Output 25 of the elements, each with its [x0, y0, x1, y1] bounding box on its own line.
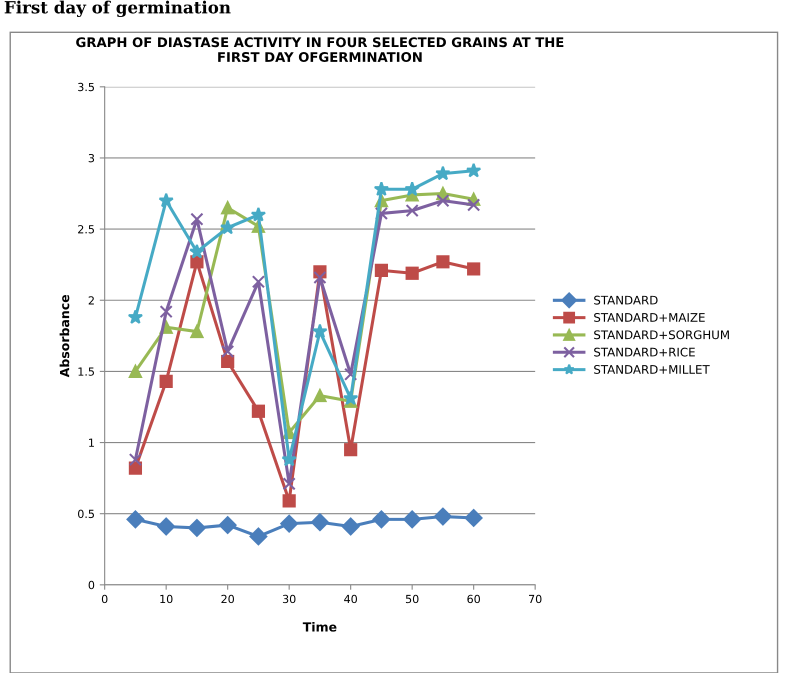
y-axis-title: Absorbance — [60, 294, 70, 378]
x-tick-label: 70 — [529, 594, 542, 604]
y-tick-label: 2 — [88, 296, 94, 304]
y-tick-label: 2.5 — [78, 225, 94, 234]
x-tick-label: 30 — [282, 594, 296, 604]
chart-title: GRAPH OF DIASTASE ACTIVITY IN FOUR SELECTED GRAINS AT THE FIRST DAY OFGERMINATION — [76, 37, 564, 62]
x-tick-label: 10 — [160, 594, 172, 604]
legend-label: STANDARD — [594, 296, 658, 305]
legend-label: STANDARD+RICE — [594, 348, 695, 357]
legend-label: STANDARD+MAIZE — [594, 312, 705, 322]
y-tick-label: 3.5 — [78, 82, 94, 92]
legend-label: STANDARD+MILLET — [594, 364, 710, 374]
x-tick-label: 0 — [102, 594, 108, 604]
y-tick-label: 1.5 — [78, 368, 94, 376]
x-tick-label: 20 — [221, 594, 234, 604]
text: First day of germination — [4, 0, 231, 18]
x-tick-label: 40 — [344, 594, 357, 604]
y-tick-label: 3 — [88, 154, 94, 162]
legend-label: STANDARD+SORGHUM — [594, 330, 729, 340]
x-tick-label: 60 — [467, 594, 480, 604]
x-tick-label: 50 — [406, 594, 418, 604]
y-tick-label: 0 — [88, 580, 94, 590]
x-axis-title: Time — [302, 622, 336, 632]
y-tick-label: 0.5 — [78, 510, 94, 518]
y-tick-label: 1 — [89, 438, 94, 447]
